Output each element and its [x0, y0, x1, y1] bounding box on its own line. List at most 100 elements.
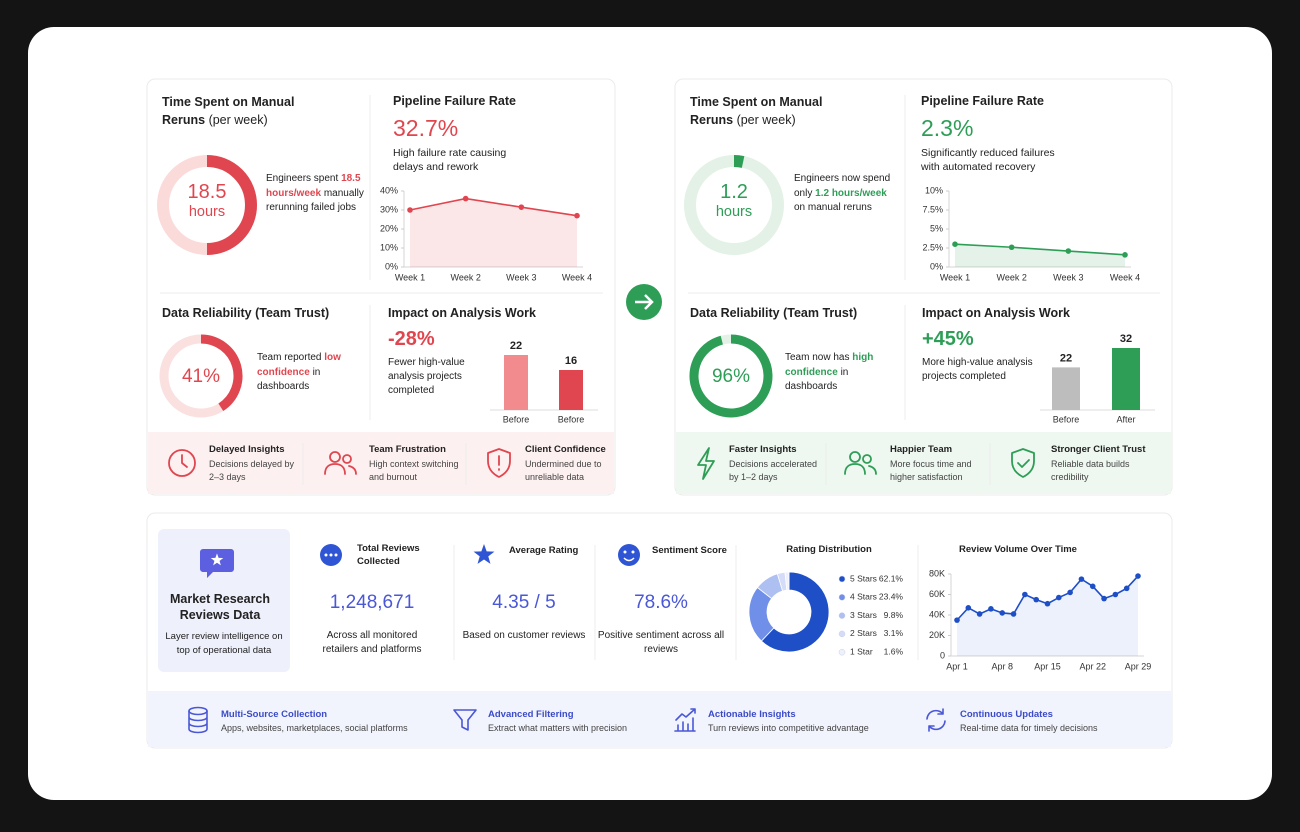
bar-value-label: 32 — [1120, 333, 1132, 345]
bar — [504, 355, 528, 410]
bar-value-label: 22 — [1060, 352, 1072, 364]
icon — [697, 447, 715, 480]
dividers — [160, 95, 1160, 660]
area — [957, 576, 1138, 656]
y-tick-label: 10% — [380, 242, 398, 252]
icon — [348, 465, 357, 475]
cards — [146, 512, 1173, 749]
y-tick-label: 10% — [925, 185, 943, 195]
bar-value-label: 16 — [565, 355, 577, 367]
icon — [844, 463, 866, 475]
y-tick-label: 80K — [929, 568, 945, 578]
x-tick-label: Before — [558, 414, 585, 424]
chart-title: Review Volume Over Time — [959, 544, 1077, 555]
text-part: 18.5 hours/week — [266, 173, 361, 199]
x-tick-label: Before — [503, 414, 530, 424]
icon — [200, 544, 640, 578]
text: 4.35 / 5 — [492, 592, 556, 613]
text: Pipeline Failure Rate — [393, 94, 516, 108]
bar — [1052, 367, 1080, 410]
x-tick-label: Apr 29 — [1125, 661, 1152, 671]
legend-swatch — [838, 575, 846, 583]
icon — [674, 708, 696, 732]
text: Data Reliability (Team Trust) — [162, 306, 330, 320]
paragraph: Team reported low confidence in dashboar… — [257, 351, 362, 395]
y-tick-label: 30% — [380, 204, 398, 214]
legend-label: 1 Star — [850, 646, 873, 656]
icon — [342, 454, 352, 464]
point — [976, 611, 983, 617]
legend-value: 1.6% — [884, 646, 904, 656]
icon — [210, 553, 224, 566]
text: 18.5 — [187, 181, 227, 203]
area — [410, 198, 577, 267]
y-tick-label: 20K — [929, 630, 945, 640]
icon — [618, 544, 640, 566]
text-part: Engineers now spend only — [794, 173, 891, 199]
point — [574, 212, 580, 219]
icon — [862, 454, 872, 464]
legend-label: 5 Stars — [850, 573, 877, 583]
bar — [1112, 348, 1140, 410]
line — [409, 197, 578, 217]
point — [1101, 595, 1107, 602]
text-part: 1.2 hours/week — [815, 187, 887, 199]
x-tick-label: Week 1 — [395, 272, 425, 282]
icon — [849, 451, 861, 463]
point — [518, 204, 525, 210]
strips — [676, 432, 1171, 494]
hours-ring — [157, 155, 784, 255]
point — [1010, 611, 1017, 617]
legend-label: 4 Stars — [850, 592, 877, 602]
x-tick-label: Before — [1053, 414, 1080, 424]
paragraph: Engineers spent 18.5 hours/week manually… — [266, 172, 368, 216]
point — [1135, 573, 1141, 579]
text: Delayed Insights — [209, 444, 285, 455]
point — [407, 207, 413, 213]
strips — [148, 432, 1171, 747]
point — [1067, 589, 1073, 596]
point — [952, 241, 958, 247]
x-tick-label: Week 4 — [562, 272, 592, 282]
point — [1078, 576, 1085, 582]
icon — [188, 710, 208, 734]
point — [1056, 594, 1062, 601]
text: +45% — [922, 328, 974, 350]
text: Significantly reduced failures with auto… — [921, 147, 1055, 173]
point — [988, 606, 994, 612]
point — [999, 610, 1006, 616]
cards — [146, 78, 616, 496]
bar-value-label: 22 — [510, 340, 522, 352]
text: Faster Insights — [729, 444, 797, 455]
icon — [188, 706, 946, 734]
text: 1.2 — [720, 181, 748, 203]
icon — [324, 463, 346, 475]
gauge-label: 41% — [182, 366, 220, 387]
x-tick-label: Week 2 — [450, 272, 480, 282]
legend-value: 23.4% — [879, 592, 904, 602]
text-part: Team now has — [785, 352, 850, 363]
text-part: (per week) — [208, 113, 268, 127]
point — [1112, 591, 1119, 598]
text: 2.3% — [921, 115, 974, 141]
x-tick-label: Week 2 — [996, 272, 1026, 282]
icon — [473, 544, 495, 564]
x-tick-label: Week 1 — [940, 272, 970, 282]
text: Multi-Source Collection — [221, 709, 328, 720]
gauge-arc — [689, 334, 773, 418]
icon — [168, 448, 511, 478]
text-part: Team reported — [257, 352, 322, 363]
text: Based on customer reviews — [462, 630, 586, 641]
icon — [868, 465, 877, 475]
y-tick-label: 5% — [930, 223, 943, 233]
text-part: Engineers spent — [266, 173, 339, 184]
strips — [158, 529, 290, 672]
legend-value: 62.1% — [879, 573, 904, 583]
paragraph: Time Spent on Manual Reruns (per week) — [690, 93, 840, 129]
text: Reliable data builds credibility — [1051, 459, 1130, 482]
icon — [631, 550, 635, 554]
text: Average Rating — [509, 545, 579, 556]
text-part: low confidence — [257, 352, 341, 378]
